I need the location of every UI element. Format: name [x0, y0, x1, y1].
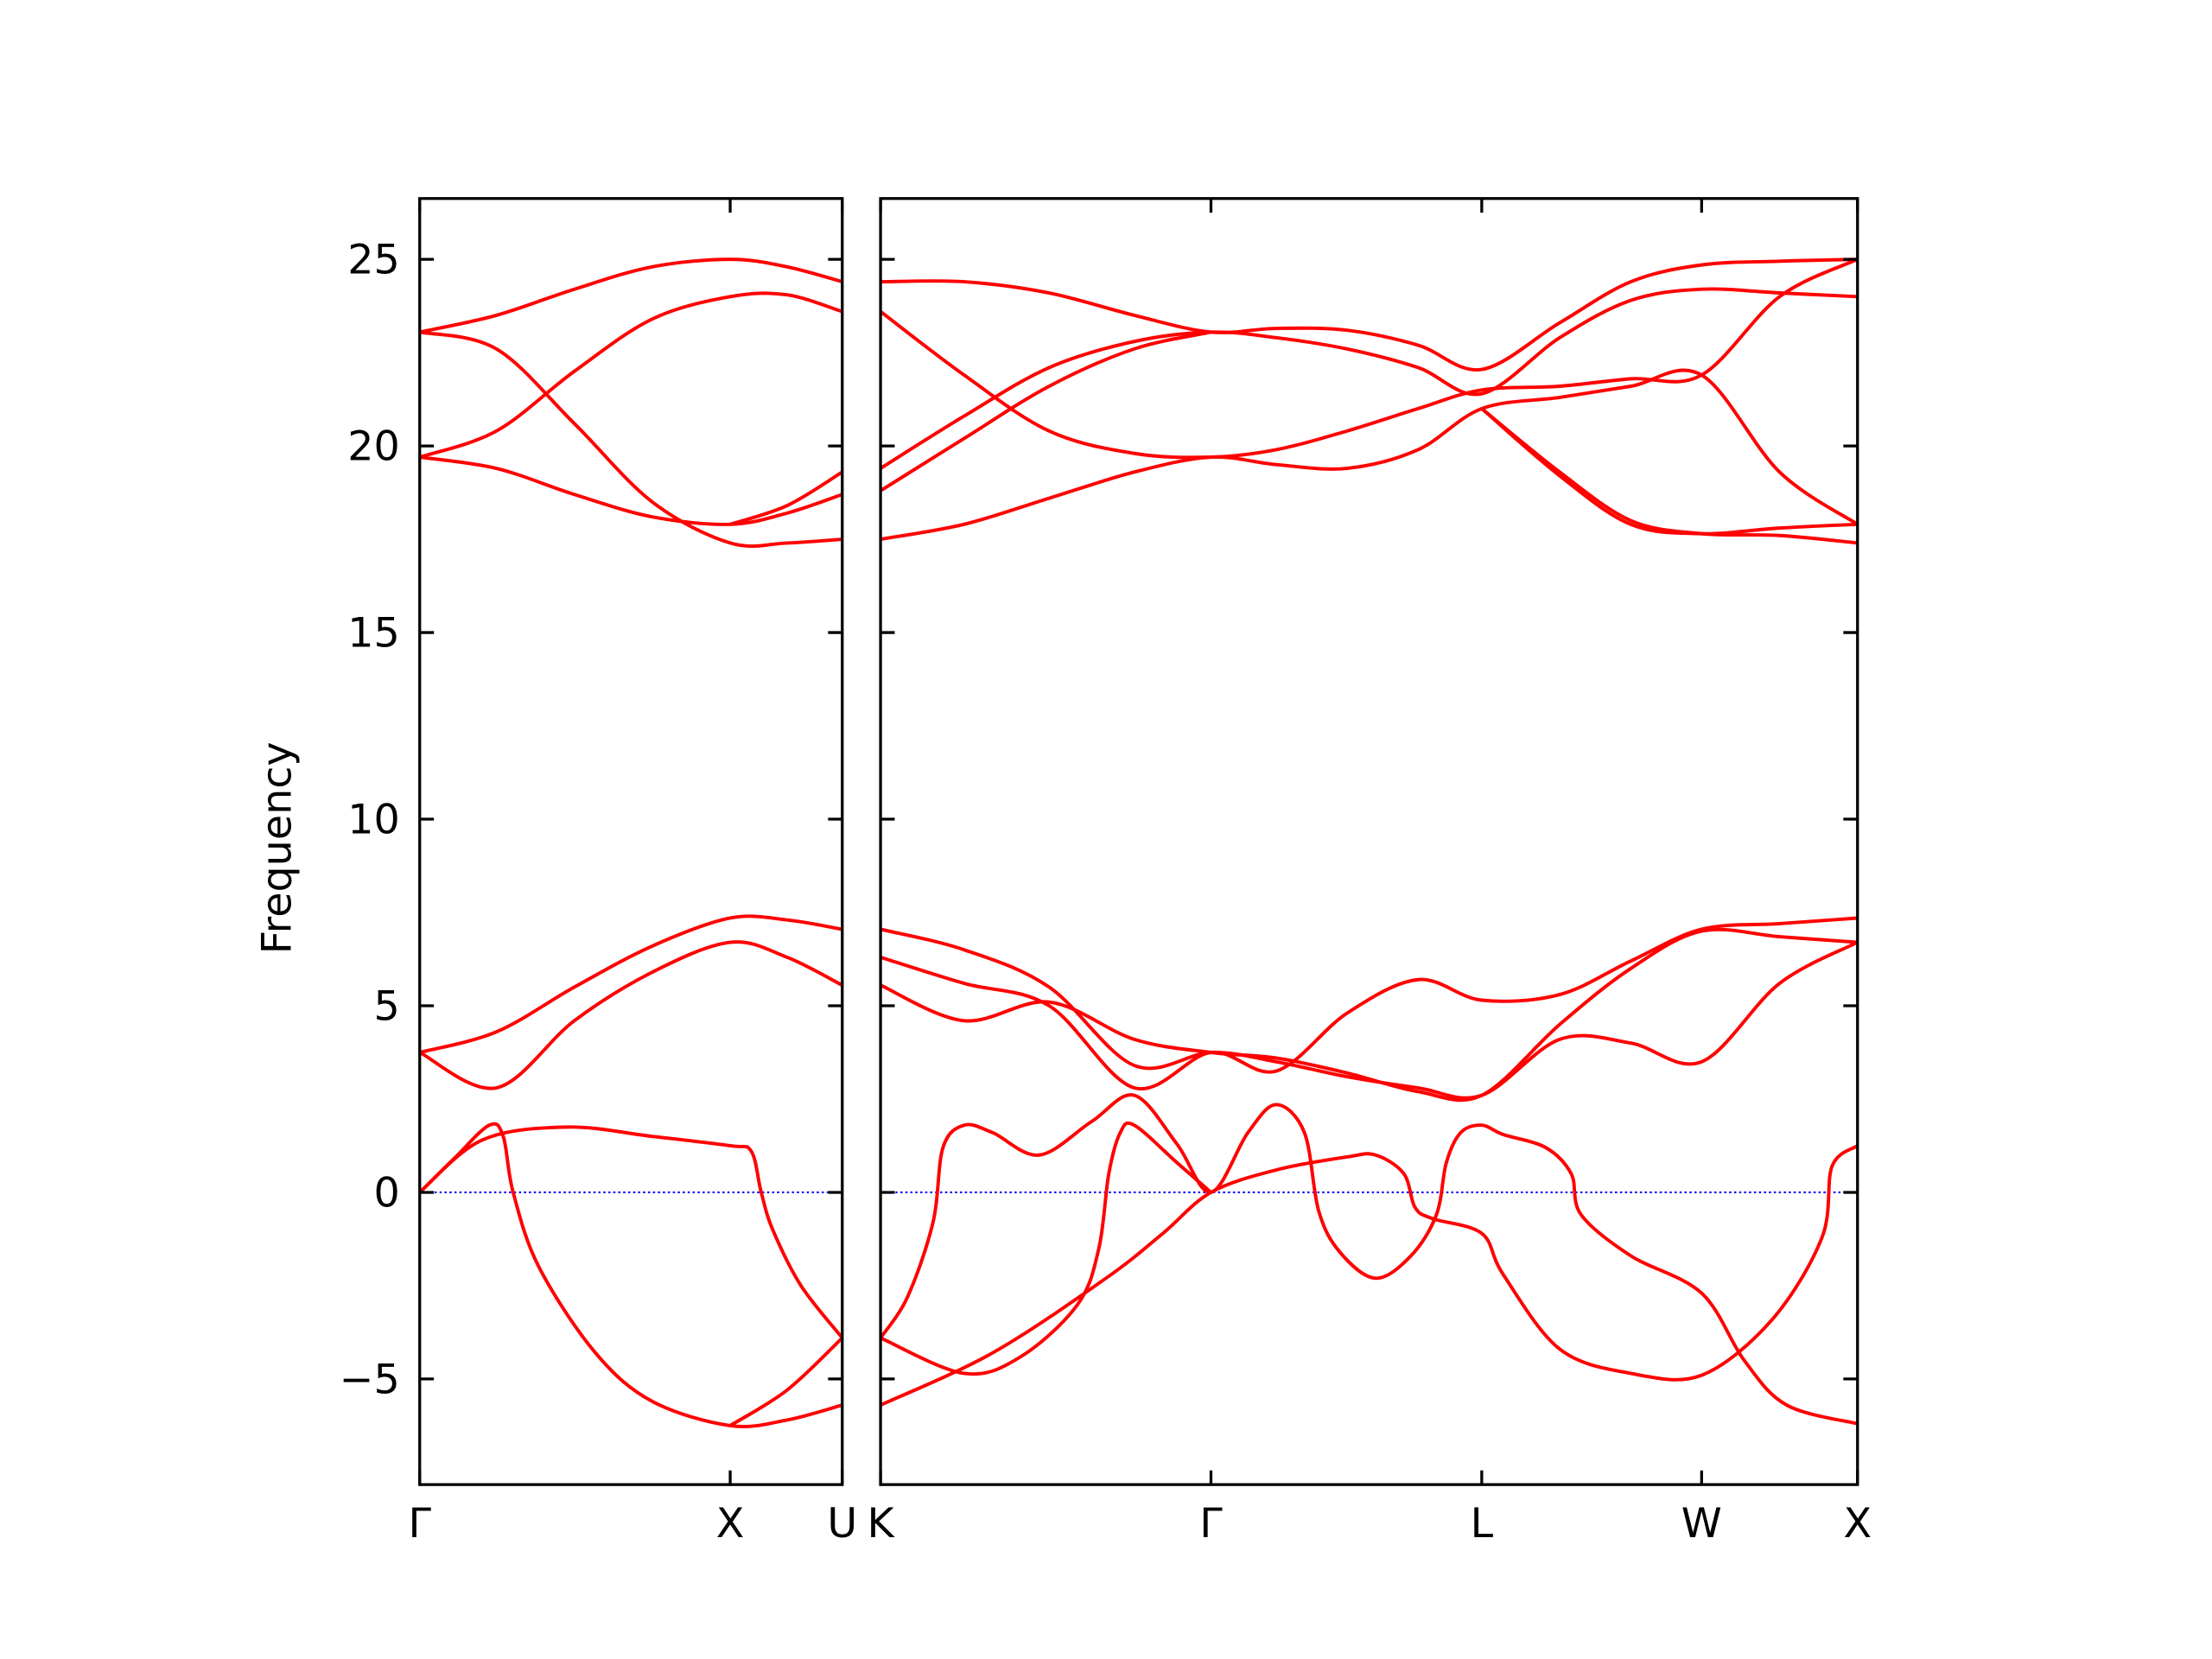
- band-line: [419, 455, 843, 526]
- x-tick-label: Γ: [1199, 1500, 1223, 1548]
- y-tick-label: −5: [340, 1356, 400, 1403]
- x-tick-label: W: [1681, 1500, 1722, 1548]
- band-line: [419, 291, 843, 459]
- x-tick-label: K: [867, 1500, 895, 1548]
- band-line: [880, 1121, 1212, 1376]
- x-tick-label: X: [716, 1500, 745, 1548]
- y-tick-label: 15: [347, 609, 400, 657]
- band-line: [1480, 407, 1858, 536]
- band-line: [418, 1125, 844, 1339]
- y-tick-label: 5: [373, 982, 399, 1030]
- band-line: [419, 914, 843, 1054]
- band-line: [729, 1336, 844, 1427]
- band-line: [879, 1093, 1859, 1426]
- band-line: [880, 1144, 1859, 1407]
- x-tick-label: U: [827, 1500, 857, 1548]
- y-tick-label: 0: [373, 1169, 399, 1217]
- band-line: [880, 927, 1858, 1103]
- band-line: [1480, 407, 1858, 545]
- band-line: [880, 287, 1858, 470]
- band-line: [418, 1122, 843, 1428]
- y-tick-label: 10: [347, 796, 400, 843]
- plot-frame: [418, 197, 844, 1486]
- band-line: [419, 257, 843, 334]
- y-axis-label: Frequency: [253, 741, 301, 954]
- band-line: [419, 330, 842, 549]
- band-line: [880, 257, 1858, 372]
- y-tick-label: 20: [347, 423, 400, 471]
- band-line: [418, 940, 843, 1090]
- x-tick-label: X: [1843, 1500, 1872, 1548]
- plot-frame: [879, 197, 1859, 1486]
- band-line: [880, 330, 1211, 493]
- band-line: [729, 470, 843, 526]
- x-tick-label: L: [1471, 1500, 1494, 1548]
- x-tick-label: Γ: [408, 1500, 431, 1548]
- band-line: [880, 368, 1859, 542]
- y-tick-label: 25: [347, 237, 400, 284]
